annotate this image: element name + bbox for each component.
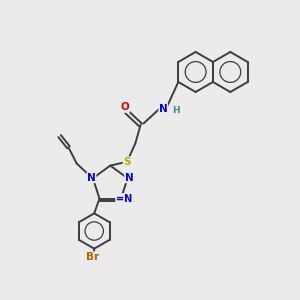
- Text: Br: Br: [86, 252, 99, 262]
- Text: O: O: [121, 102, 129, 112]
- Text: N: N: [125, 172, 134, 183]
- Text: N: N: [87, 172, 96, 183]
- Text: H: H: [172, 106, 179, 115]
- Text: =N: =N: [116, 194, 132, 204]
- Text: S: S: [123, 157, 131, 167]
- Text: N: N: [159, 104, 168, 114]
